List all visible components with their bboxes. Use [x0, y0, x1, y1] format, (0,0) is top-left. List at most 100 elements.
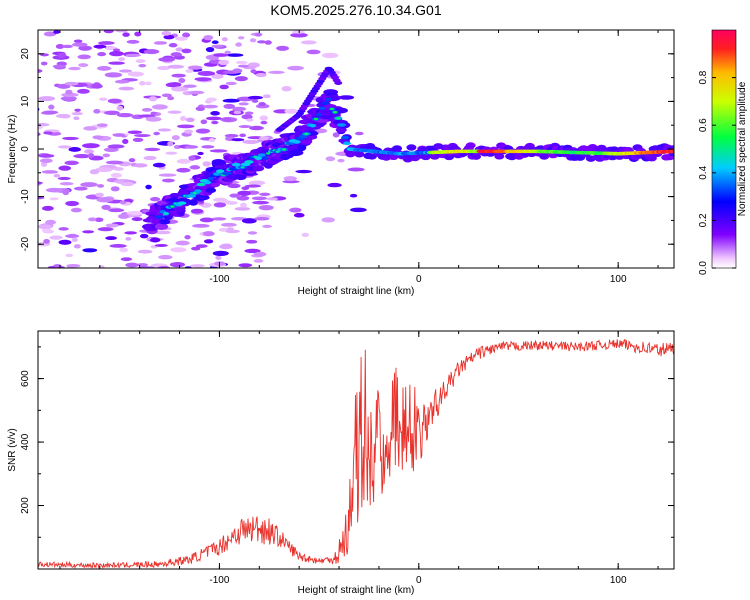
noise-speckle — [249, 38, 257, 43]
ridge-hot — [266, 152, 271, 155]
noise-speckle — [197, 151, 204, 156]
noise-speckle — [188, 90, 205, 95]
noise-speckle — [45, 219, 56, 225]
colorbar-label: Normalized spectral amplitude — [737, 81, 748, 216]
ridge-halo — [235, 173, 247, 181]
noise-speckle — [244, 248, 261, 254]
noise-speckle — [168, 43, 178, 48]
snr-xtick-label: 100 — [610, 575, 627, 586]
noise-speckle — [115, 30, 128, 33]
noise-speckle — [77, 54, 91, 60]
ridge-hot — [313, 117, 318, 121]
noise-speckle — [235, 60, 248, 65]
noise-speckle — [225, 229, 240, 234]
noise-speckle — [97, 184, 105, 188]
noise-speckle — [241, 218, 257, 224]
noise-speckle — [227, 183, 241, 189]
noise-speckle — [211, 217, 227, 221]
noise-speckle — [87, 153, 95, 158]
noise-speckle — [73, 244, 81, 249]
noise-speckle — [182, 32, 191, 38]
spec-xtick-label: 100 — [610, 274, 627, 285]
ridge-hot — [192, 191, 197, 195]
noise-speckle — [184, 234, 191, 240]
noise-speckle — [189, 165, 201, 170]
noise-speckle — [165, 151, 178, 155]
noise-speckle — [234, 206, 251, 211]
noise-speckle — [283, 176, 297, 182]
noise-speckle — [221, 117, 232, 122]
noise-speckle — [21, 254, 36, 258]
noise-speckle — [73, 153, 91, 159]
ridge-hot — [336, 117, 341, 120]
noise-speckle — [259, 115, 269, 121]
noise-speckle — [97, 52, 107, 57]
noise-speckle — [55, 113, 71, 119]
noise-speckle — [235, 42, 242, 47]
noise-speckle — [175, 240, 190, 246]
noise-speckle — [127, 130, 143, 135]
noise-speckle — [211, 40, 219, 45]
noise-speckle — [57, 176, 71, 181]
ridge-hot — [199, 183, 204, 186]
noise-speckle — [78, 45, 93, 51]
noise-speckle — [202, 161, 211, 167]
noise-speckle — [61, 44, 73, 49]
colorbar-tick-label: 0.8 — [698, 70, 709, 84]
noise-speckle — [178, 78, 186, 84]
spec-ytick-label: 10 — [20, 95, 31, 107]
ridge-core — [318, 106, 327, 111]
noise-speckle — [165, 82, 180, 88]
noise-speckle — [218, 227, 228, 232]
noise-speckle — [122, 32, 130, 37]
snr-xtick-label: 0 — [416, 575, 422, 586]
noise-speckle — [112, 48, 121, 52]
noise-speckle — [161, 178, 175, 183]
noise-speckle — [114, 79, 130, 84]
main-title: KOM5.2025.276.10.34.G01 — [270, 2, 441, 18]
noise-speckle — [258, 204, 274, 211]
ridge-branch — [334, 80, 343, 85]
noise-speckle — [64, 160, 79, 166]
ridge-hot — [240, 166, 245, 169]
noise-speckle — [133, 163, 148, 168]
noise-speckle — [208, 138, 215, 143]
noise-speckle — [206, 97, 217, 102]
noise-speckle — [199, 217, 214, 223]
noise-speckle — [221, 37, 228, 42]
noise-speckle — [225, 81, 237, 86]
noise-speckle — [293, 212, 305, 218]
noise-speckle — [103, 30, 114, 34]
noise-speckle — [95, 167, 113, 173]
noise-speckle — [253, 251, 267, 257]
ridge-hot — [304, 132, 309, 136]
noise-speckle — [233, 110, 242, 115]
ridge-core — [322, 101, 329, 105]
noise-speckle — [224, 50, 231, 54]
noise-speckle — [38, 96, 55, 102]
noise-speckle — [116, 105, 124, 111]
noise-speckle — [38, 181, 44, 185]
noise-speckle — [48, 104, 55, 110]
noise-speckle — [158, 57, 176, 62]
noise-speckle — [194, 77, 212, 82]
noise-speckle — [258, 136, 269, 141]
ridge-hot — [282, 148, 287, 151]
noise-speckle — [59, 182, 74, 186]
noise-speckle — [197, 104, 205, 109]
noise-speckle — [66, 263, 81, 268]
colorbar-ticks: 0.0 0.2 0.4 0.6 0.8 — [698, 70, 736, 275]
noise-speckle — [338, 95, 355, 100]
spec-xtick-label: 0 — [416, 274, 422, 285]
ridge-core — [254, 156, 263, 160]
noise-speckle — [153, 41, 165, 45]
noise-speckle — [132, 137, 144, 143]
noise-speckle — [58, 165, 72, 171]
noise-speckle — [39, 158, 53, 164]
noise-speckle — [108, 61, 125, 65]
tail-halo — [494, 153, 505, 160]
noise-speckle — [109, 50, 124, 57]
noise-speckle — [77, 88, 90, 94]
noise-speckle — [127, 71, 144, 77]
